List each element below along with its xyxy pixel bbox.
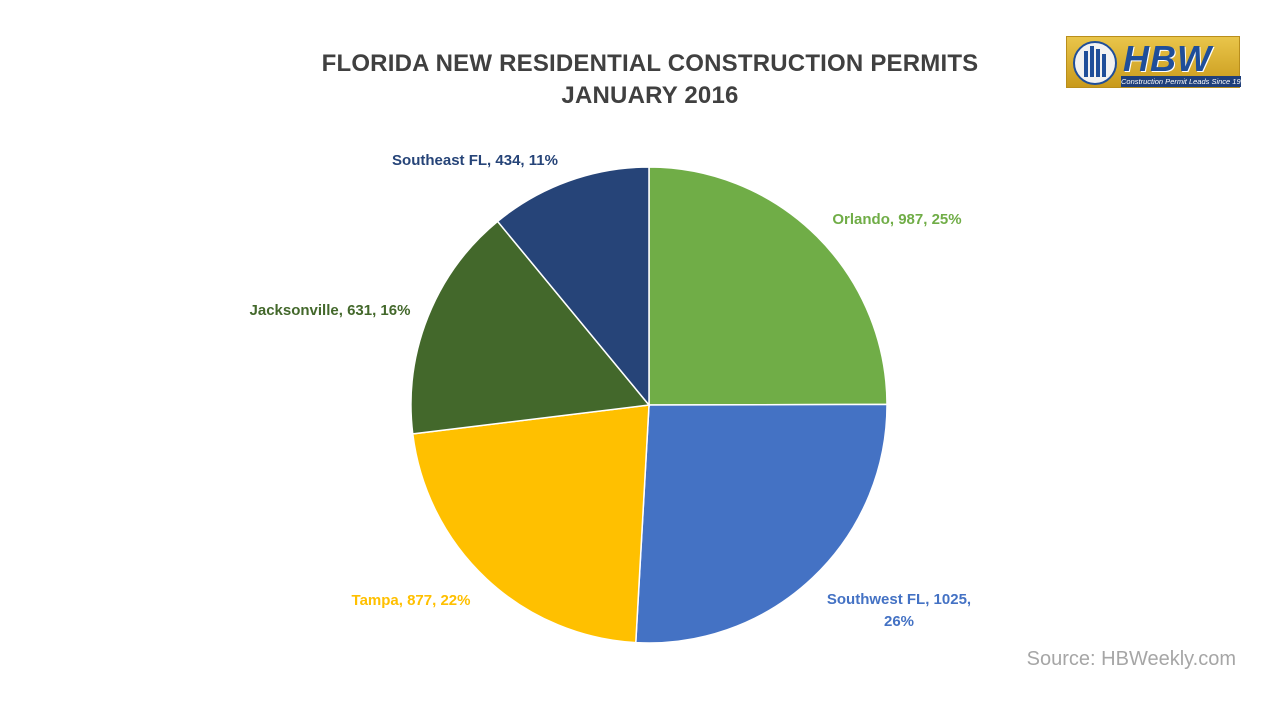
hbw-logo: HBW Construction Permit Leads Since 1992: [1066, 36, 1241, 88]
building-globe-icon: [1073, 41, 1117, 85]
pie-slice-tampa: [411, 404, 650, 644]
pie-slices: [410, 166, 888, 644]
data-label-line: Southwest FL, 1025,: [827, 591, 971, 608]
source-note: Source: HBWeekly.com: [1026, 648, 1236, 670]
data-label-orlando: Orlando, 987, 25%: [832, 211, 961, 228]
pie-slice-southeast-fl: [496, 166, 650, 408]
data-label-line: Orlando, 987, 25%: [832, 211, 961, 228]
data-label-jacksonville: Jacksonville, 631, 16%: [250, 302, 411, 319]
pie-slice-orlando: [648, 166, 888, 406]
pie-slice-jacksonville: [410, 220, 651, 435]
data-label-line: Tampa, 877, 22%: [352, 592, 471, 609]
chart-title-block: FLORIDA NEW RESIDENTIAL CONSTRUCTION PER…: [250, 48, 1050, 112]
data-label-tampa: Tampa, 877, 22%: [352, 592, 471, 609]
logo-tagline: Construction Permit Leads Since 1992: [1121, 76, 1241, 87]
logo-letters: HBW: [1123, 38, 1212, 79]
chart-title: FLORIDA NEW RESIDENTIAL CONSTRUCTION PER…: [321, 50, 979, 77]
pie-labels: Orlando, 987, 25% Southwest FL, 1025, 26% T…: [250, 152, 972, 630]
data-label-southeast-fl: Southeast FL, 434, 11%: [392, 152, 558, 169]
data-label-line: Jacksonville, 631, 16%: [250, 302, 411, 319]
pie-slice-southwest-fl: [634, 403, 888, 644]
data-label-southwest-fl: Southwest FL, 1025, 26%: [827, 591, 971, 630]
chart-subtitle: JANUARY 2016: [561, 82, 739, 109]
data-label-line: 26%: [884, 613, 914, 630]
data-label-line: Southeast FL, 434, 11%: [392, 152, 558, 169]
